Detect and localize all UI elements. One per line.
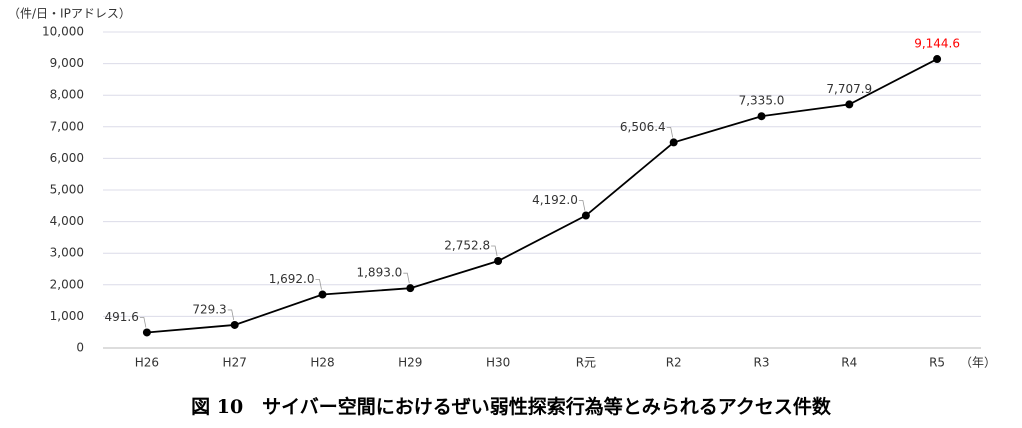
- y-axis-label: （件/日・IPアドレス）: [8, 7, 131, 21]
- line: [146, 58, 938, 334]
- data-label: 1,893.0: [356, 266, 402, 280]
- data-label: 1,692.0: [269, 272, 315, 286]
- x-tick-label: R4: [841, 356, 857, 370]
- x-tick-label: H28: [310, 356, 334, 370]
- point: [318, 290, 327, 299]
- x-tick-label: H26: [135, 356, 159, 370]
- point: [142, 328, 151, 337]
- y-tick-label: 5,000: [50, 183, 84, 197]
- y-tick-label: 6,000: [50, 151, 84, 165]
- data-label: 7,707.9: [826, 82, 872, 96]
- leader-line: [403, 272, 410, 284]
- leader-line: [227, 309, 235, 321]
- data-label: 729.3: [192, 302, 226, 316]
- point: [845, 100, 854, 109]
- x-tick-label: H30: [486, 356, 510, 370]
- x-tick-label: R元: [576, 356, 596, 370]
- x-tick-label: R2: [666, 356, 682, 370]
- x-tick-label: H29: [398, 356, 422, 370]
- leader-line: [139, 317, 147, 328]
- x-axis-label: （年）: [960, 356, 996, 370]
- y-tick-label: 7,000: [50, 119, 84, 133]
- x-tick-label: H27: [223, 356, 247, 370]
- data-label: 9,144.6: [914, 37, 960, 51]
- x-tick-label: R3: [754, 356, 770, 370]
- leader-line: [491, 245, 498, 257]
- data-label: 4,192.0: [532, 193, 578, 207]
- leader-line: [666, 126, 674, 138]
- point: [581, 211, 590, 220]
- point: [757, 112, 766, 121]
- y-tick-label: 1,000: [50, 309, 84, 323]
- y-tick-label: 9,000: [50, 56, 84, 70]
- x-tick-label: R5: [929, 356, 945, 370]
- point: [933, 55, 942, 64]
- point: [494, 257, 503, 266]
- y-tick-label: 0: [76, 341, 84, 355]
- point: [669, 138, 678, 147]
- leader-line: [578, 200, 586, 211]
- data-label: 6,506.4: [620, 120, 666, 134]
- y-tick-label: 2,000: [50, 277, 84, 291]
- y-tick-label: 4,000: [50, 214, 84, 228]
- point: [406, 284, 415, 293]
- leader-line: [315, 279, 322, 290]
- data-label: 7,335.0: [739, 94, 785, 108]
- y-tick-label: 10,000: [42, 25, 84, 39]
- point: [230, 320, 239, 329]
- y-tick-label: 8,000: [50, 88, 84, 102]
- y-tick-label: 3,000: [50, 246, 84, 260]
- chart-title: 図 10 サイバー空間におけるぜい弱性探索行為等とみられるアクセス件数: [191, 395, 832, 418]
- data-label: 491.6: [105, 310, 139, 324]
- data-label: 2,752.8: [444, 239, 490, 253]
